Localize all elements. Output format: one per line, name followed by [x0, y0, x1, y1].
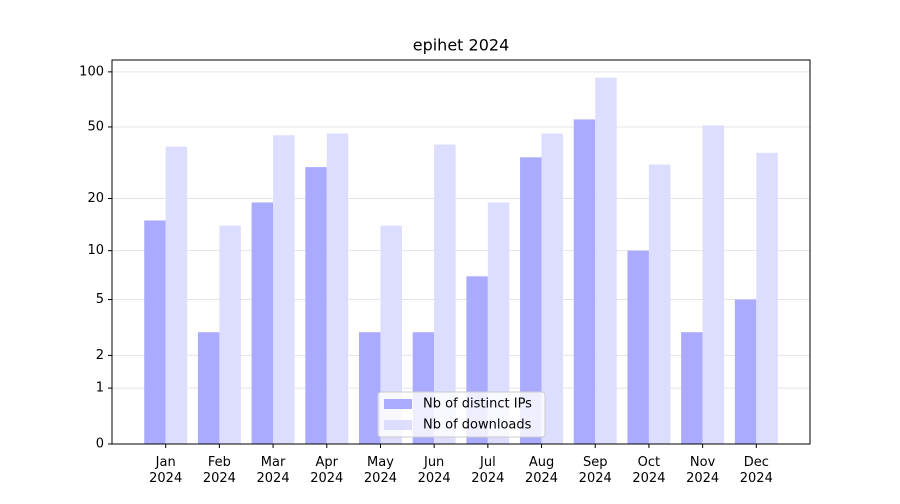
legend-box — [377, 391, 546, 438]
x-tick-label: Mar 2024 — [257, 455, 290, 486]
bar — [219, 225, 241, 444]
bar — [434, 144, 456, 444]
bar — [702, 125, 725, 445]
x-tick-label: Jan 2024 — [149, 455, 182, 486]
legend-swatch — [384, 399, 412, 409]
bar — [595, 77, 617, 444]
legend-label: Nb of downloads — [423, 418, 532, 433]
legend-swatch — [384, 420, 412, 430]
y-tick-label: 0 — [96, 437, 104, 452]
bar — [326, 133, 349, 445]
bar — [380, 225, 402, 444]
x-tick-label: Nov 2024 — [686, 455, 719, 486]
x-tick-label: Dec 2024 — [740, 455, 773, 486]
y-tick-label: 20 — [87, 191, 104, 206]
x-tick-label: Jul 2024 — [471, 455, 504, 486]
bar — [305, 167, 327, 444]
bar — [734, 299, 757, 444]
y-tick-label: 10 — [87, 243, 104, 258]
bar — [648, 164, 671, 444]
bar — [197, 332, 220, 444]
y-tick-label: 50 — [87, 119, 104, 134]
x-tick-label: Sep 2024 — [579, 455, 612, 486]
bar — [756, 152, 778, 444]
chart-title: epihet 2024 — [413, 36, 510, 55]
bar — [487, 202, 510, 444]
bar — [251, 202, 274, 444]
bar — [520, 157, 542, 445]
x-tick-label: Apr 2024 — [310, 455, 343, 486]
bar — [165, 146, 188, 444]
x-tick-label: Oct 2024 — [632, 455, 665, 486]
y-tick-label: 100 — [79, 64, 104, 79]
x-tick-label: Aug 2024 — [525, 455, 558, 486]
bar — [358, 332, 381, 444]
bar — [573, 119, 596, 444]
bar — [681, 332, 703, 444]
x-tick-label: Feb 2024 — [203, 455, 236, 486]
x-tick-label: Jun 2024 — [418, 455, 451, 486]
bar — [273, 135, 295, 444]
bar — [541, 133, 564, 445]
y-tick-label: 1 — [96, 381, 104, 396]
bar — [144, 220, 166, 444]
y-tick-label: 5 — [96, 292, 104, 307]
plot-frame — [111, 59, 811, 445]
y-tick-label: 2 — [96, 348, 104, 363]
bar — [627, 250, 649, 444]
legend-label: Nb of distinct IPs — [423, 397, 532, 412]
x-tick-label: May 2024 — [364, 455, 397, 486]
